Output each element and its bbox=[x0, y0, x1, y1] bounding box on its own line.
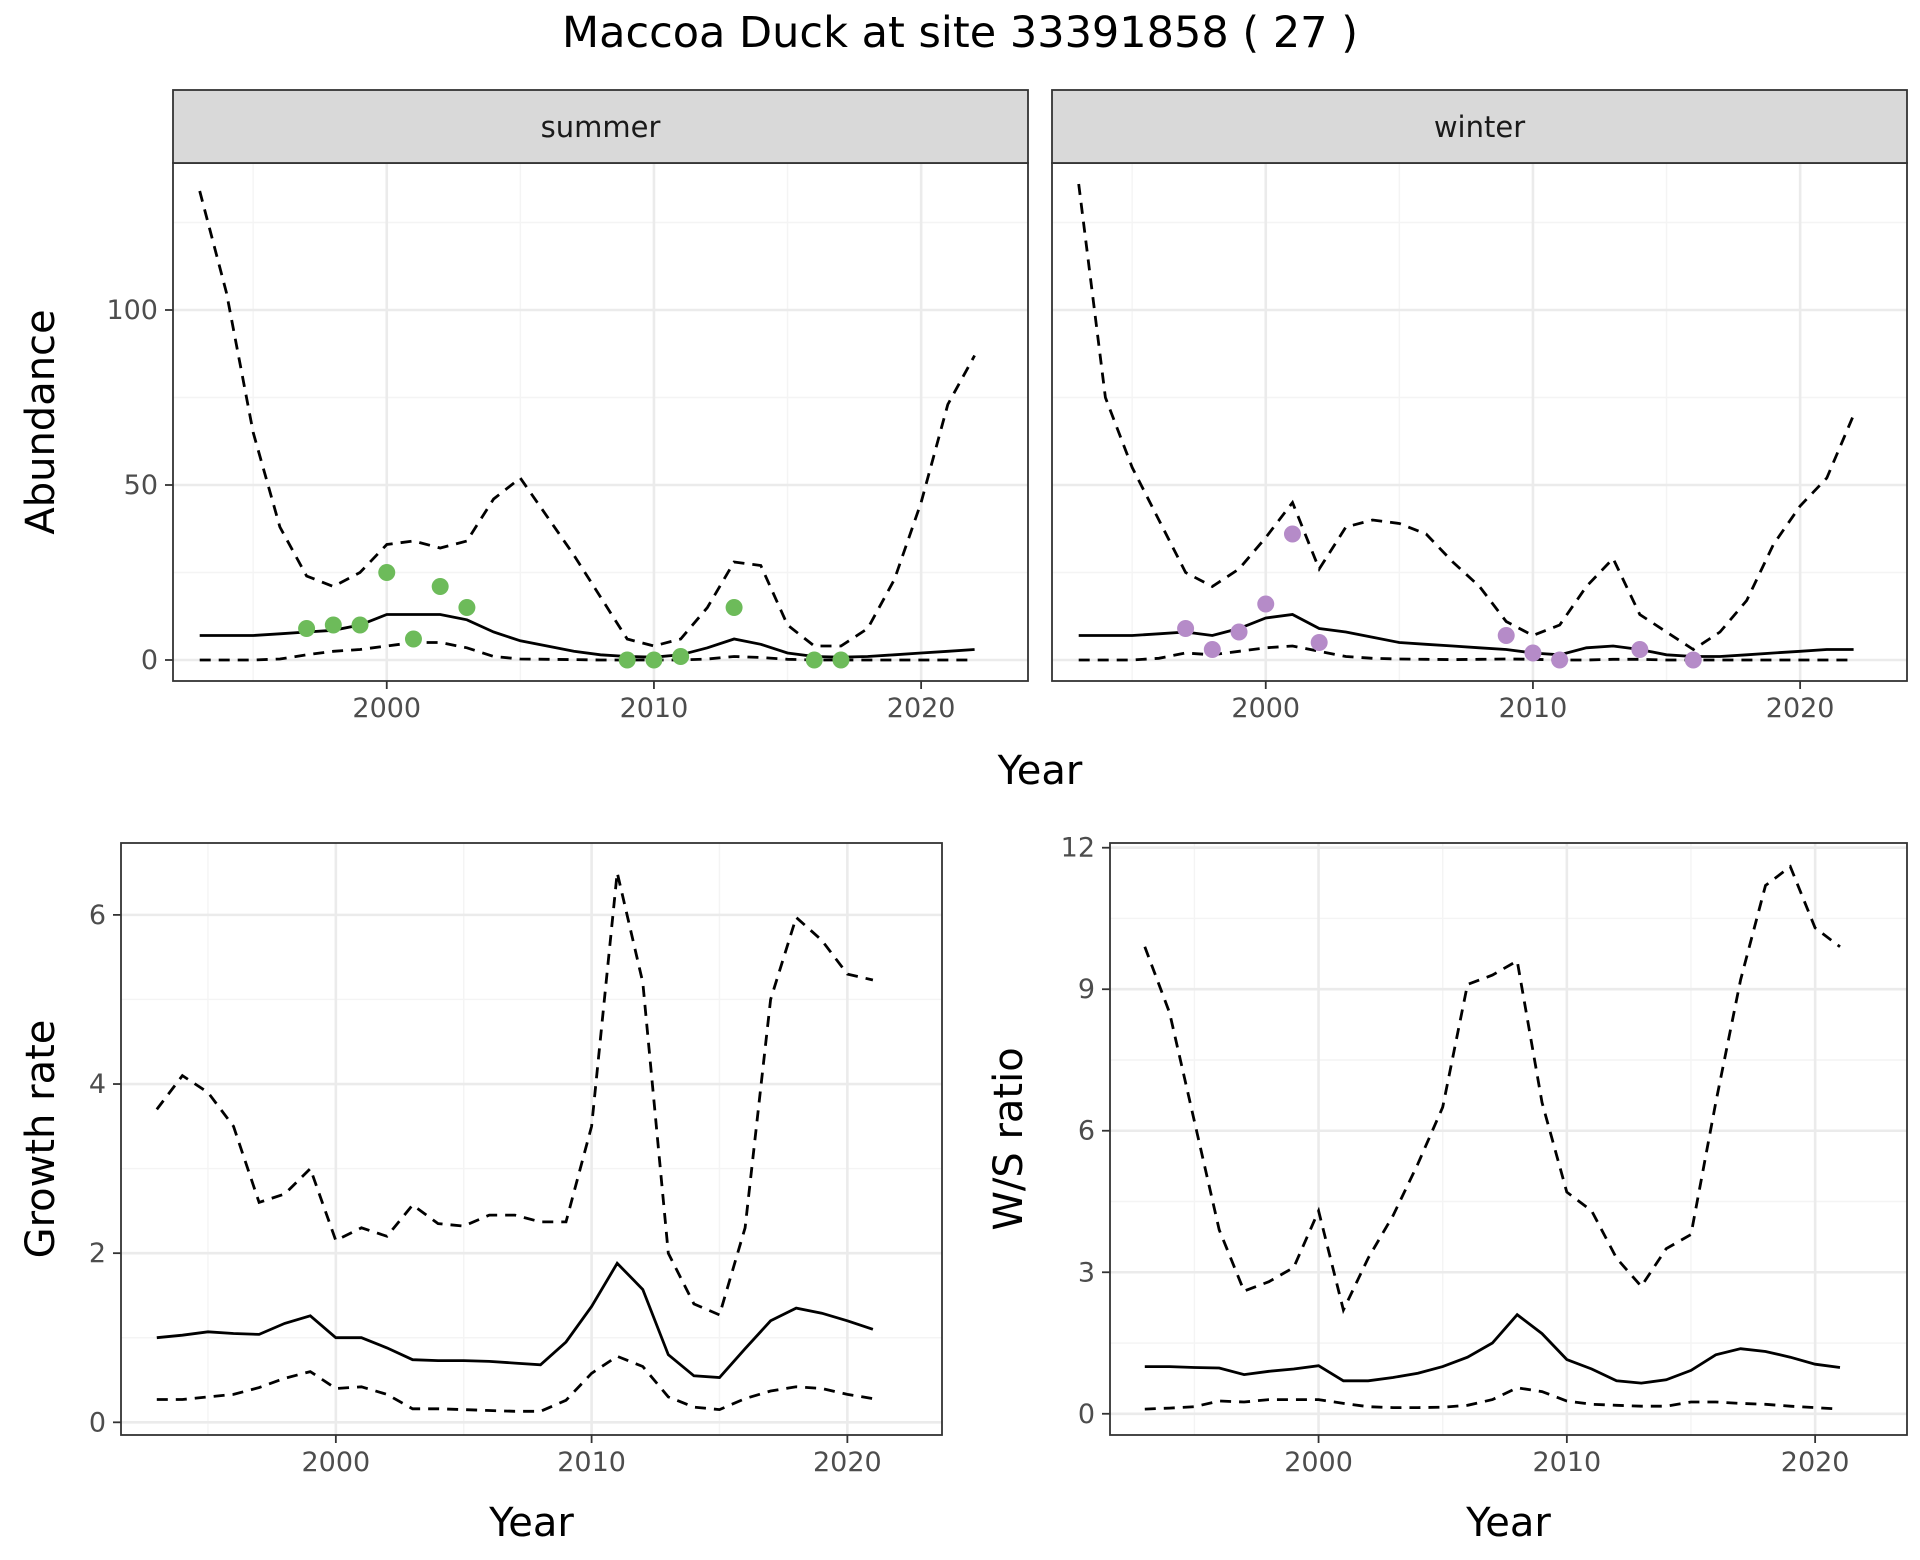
x-tick-label: 2000 bbox=[1231, 693, 1300, 724]
data-point bbox=[404, 630, 422, 648]
panel-border bbox=[172, 162, 1029, 682]
data-point bbox=[618, 651, 636, 669]
data-point bbox=[458, 599, 476, 616]
data-point bbox=[645, 651, 663, 669]
y-tick-label: 6 bbox=[89, 900, 106, 931]
x-tick-label: 2020 bbox=[887, 693, 956, 724]
data-point bbox=[431, 578, 449, 595]
x-axis-title-abundance: Year bbox=[997, 748, 1083, 794]
panel-ws-ratio: 2000 2010 2020 0 3 6 9 12 bbox=[1061, 833, 1908, 1478]
data-point bbox=[672, 648, 690, 665]
series-mean-line bbox=[1144, 1312, 1841, 1385]
y-tick-label: 0 bbox=[141, 645, 158, 676]
data-point bbox=[1257, 595, 1275, 613]
x-tick-label: 2000 bbox=[1284, 1447, 1353, 1478]
y-axis-title-ws: W/S ratio bbox=[986, 1047, 1032, 1230]
data-point bbox=[725, 599, 743, 616]
data-point bbox=[832, 651, 850, 669]
x-tick-label: 2010 bbox=[557, 1447, 626, 1478]
x-axis-title-ws: Year bbox=[1465, 1500, 1551, 1546]
x-tick-label: 2010 bbox=[1532, 1447, 1601, 1478]
y-axis-title-growth: Growth rate bbox=[18, 1020, 64, 1259]
panel-winter: winter 2000 2010 2020 bbox=[1051, 89, 1908, 724]
x-tick-label: 2000 bbox=[301, 1447, 370, 1478]
panel-growth: 2000 2010 2020 0 2 4 6 bbox=[89, 842, 943, 1478]
series-upper-line bbox=[155, 872, 874, 1317]
x-tick-label: 2010 bbox=[1499, 693, 1568, 724]
panel-summer: summer 2000 2010 2020 0 50 100 bbox=[106, 89, 1029, 724]
data-point bbox=[324, 616, 342, 634]
y-tick-label: 3 bbox=[1078, 1257, 1095, 1288]
series-upper-line bbox=[198, 190, 976, 648]
facet-strip bbox=[1051, 89, 1908, 164]
data-point bbox=[1310, 634, 1328, 651]
x-tick-label: 2010 bbox=[620, 693, 689, 724]
y-tick-label: 0 bbox=[1078, 1399, 1095, 1430]
panel-border bbox=[120, 842, 943, 1436]
x-axis-title-growth: Year bbox=[488, 1500, 574, 1546]
chart-title: Maccoa Duck at site 33391858 ( 27 ) bbox=[562, 8, 1358, 58]
data-point bbox=[1230, 623, 1248, 641]
series-lower-line bbox=[1078, 644, 1854, 662]
data-point bbox=[1203, 641, 1221, 658]
series-mean-line bbox=[1078, 613, 1854, 658]
data-point bbox=[1524, 644, 1542, 662]
series-mean-line bbox=[156, 1261, 874, 1379]
data-point bbox=[351, 616, 369, 634]
series-lower-line bbox=[156, 1354, 874, 1413]
y-axis-title-abundance: Abundance bbox=[18, 309, 64, 534]
data-point bbox=[1283, 525, 1301, 543]
panel-border bbox=[1109, 842, 1908, 1436]
series-lower-line bbox=[1144, 1386, 1841, 1411]
data-point bbox=[805, 651, 823, 669]
y-tick-label: 12 bbox=[1061, 833, 1095, 864]
y-tick-label: 50 bbox=[124, 470, 158, 501]
x-tick-label: 2020 bbox=[813, 1447, 882, 1478]
y-tick-label: 9 bbox=[1078, 974, 1095, 1005]
panel-border bbox=[1051, 162, 1908, 682]
y-tick-label: 4 bbox=[89, 1069, 106, 1100]
data-point bbox=[1631, 641, 1649, 658]
data-point bbox=[1684, 651, 1702, 669]
data-point bbox=[1177, 620, 1195, 637]
data-point bbox=[1497, 627, 1515, 644]
x-tick-label: 2000 bbox=[352, 693, 421, 724]
x-tick-label: 2020 bbox=[1766, 693, 1835, 724]
data-point bbox=[298, 620, 316, 637]
y-tick-label: 6 bbox=[1078, 1116, 1095, 1147]
y-tick-label: 2 bbox=[89, 1238, 106, 1269]
data-point bbox=[378, 564, 396, 581]
facet-strip bbox=[172, 89, 1029, 164]
y-tick-label: 0 bbox=[89, 1407, 106, 1438]
x-tick-label: 2020 bbox=[1781, 1447, 1850, 1478]
facet-strip-label: winter bbox=[1434, 110, 1525, 144]
data-point bbox=[1551, 651, 1569, 669]
series-upper-line bbox=[1077, 183, 1855, 652]
facet-strip-label: summer bbox=[541, 110, 661, 144]
y-tick-label: 100 bbox=[106, 295, 158, 326]
series-upper-line bbox=[1143, 864, 1841, 1315]
